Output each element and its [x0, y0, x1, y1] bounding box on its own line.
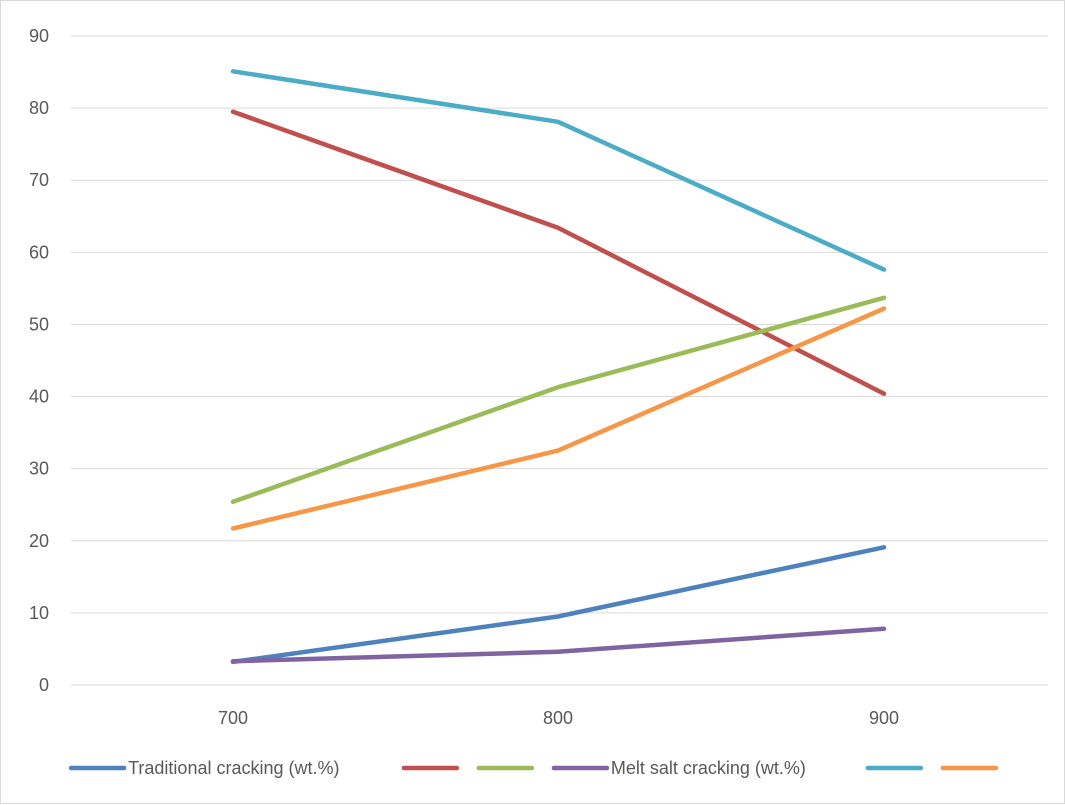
y-tick-label: 20: [29, 531, 49, 551]
legend-label: Traditional cracking (wt.%): [128, 758, 339, 778]
axes: 0 10 20 30 40 50 60 70 80 90 700 800 900: [29, 26, 899, 728]
y-tick-label: 80: [29, 98, 49, 118]
legend-label: Melt salt cracking (wt.%): [611, 758, 806, 778]
gridlines: [71, 35, 1048, 686]
series-line-5: [230, 69, 887, 272]
y-tick-label: 30: [29, 459, 49, 479]
x-tick-label: 900: [869, 708, 899, 728]
y-tick-label: 50: [29, 314, 49, 334]
y-tick-label: 70: [29, 170, 49, 190]
series-line-1: [230, 545, 887, 665]
x-tick-label: 700: [218, 708, 248, 728]
y-tick-label: 0: [39, 675, 49, 695]
series-lines: [230, 69, 887, 665]
x-tick-label: 800: [543, 708, 573, 728]
y-tick-label: 60: [29, 242, 49, 262]
y-tick-label: 40: [29, 387, 49, 407]
legend-item-4: Melt salt cracking (wt.%): [551, 758, 806, 778]
y-tick-label: 10: [29, 603, 49, 623]
series-line-4: [230, 626, 887, 664]
series-line-2: [230, 109, 887, 396]
series-line-6: [230, 306, 887, 531]
legend: Traditional cracking (wt.%) Melt salt cra…: [68, 758, 999, 778]
y-tick-label: 90: [29, 26, 49, 46]
series-line-3: [230, 295, 887, 505]
legend-item-1: Traditional cracking (wt.%): [68, 758, 340, 778]
